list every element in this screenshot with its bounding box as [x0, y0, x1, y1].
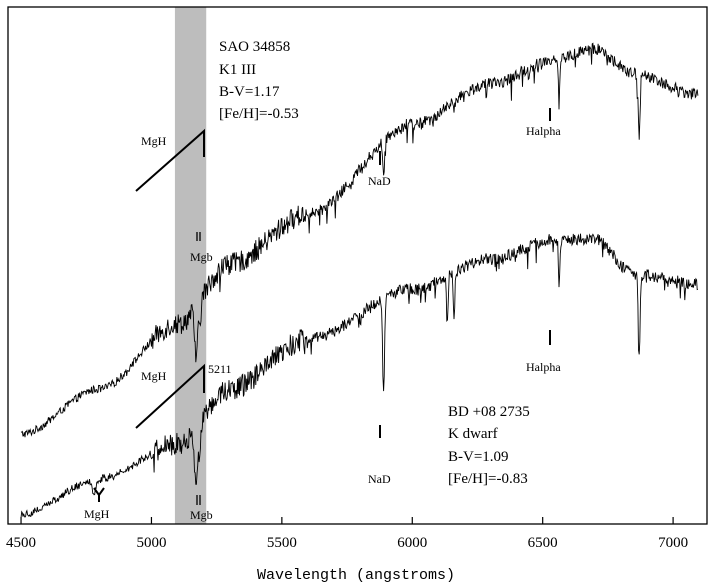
top-star-metallicity: [Fe/H]=-0.53 — [219, 106, 299, 122]
bottom-nad-label: NaD — [368, 472, 391, 486]
x-axis-label: Wavelength (angstroms) — [257, 567, 455, 584]
x-tick-label: 7000 — [658, 535, 688, 551]
bottom-mgh-wedge — [135, 363, 205, 429]
plot-frame — [7, 6, 708, 525]
bottom-star-metallicity: [Fe/H]=-0.83 — [448, 471, 528, 487]
x-axis-ticks — [20, 517, 674, 524]
bottom-mgh-y-marker — [93, 487, 105, 497]
spectrum-line-bottom — [20, 233, 699, 518]
bottom-mgh-label: MgH — [141, 369, 167, 383]
x-tick-label: 5500 — [267, 535, 297, 551]
spectra-series-group — [20, 42, 699, 518]
x-tick-label: 6000 — [397, 535, 427, 551]
top-mgh-wedge — [135, 128, 205, 192]
top-star-class: K1 III — [219, 62, 256, 78]
top-star-name: SAO 34858 — [219, 39, 290, 55]
spectrum-line-top — [20, 42, 699, 438]
top-halpha-label: Halpha — [526, 124, 561, 138]
bottom-star-color: B-V=1.09 — [448, 449, 509, 465]
top-star-color: B-V=1.17 — [219, 84, 280, 100]
bottom-5211-label: 5211 — [208, 362, 232, 376]
top-nad-label: NaD — [368, 174, 391, 188]
bottom-mgb-label: Mgb — [190, 508, 213, 522]
x-tick-label: 5000 — [136, 535, 166, 551]
top-mgb-label: Mgb — [190, 250, 213, 264]
top-mgh-label: MgH — [141, 134, 167, 148]
bottom-star-name: BD +08 2735 — [448, 404, 530, 420]
x-tick-label: 4500 — [6, 535, 36, 551]
bottom-halpha-label: Halpha — [526, 360, 561, 374]
bottom-star-class: K dwarf — [448, 426, 498, 442]
x-tick-label: 6500 — [528, 535, 558, 551]
bottom-mgh-y-label: MgH — [84, 507, 110, 521]
x-axis-tick-labels: 4500 5000 5500 6000 6500 7000 — [6, 535, 688, 551]
